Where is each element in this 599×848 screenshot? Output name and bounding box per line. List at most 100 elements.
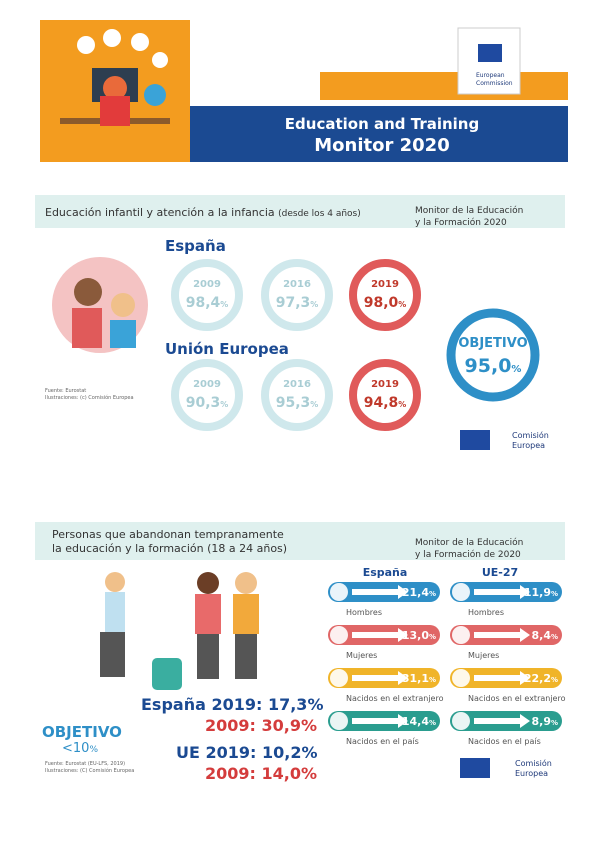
value-number: 98,0 <box>364 295 399 311</box>
column-header: España <box>363 566 408 579</box>
icon <box>103 29 121 47</box>
row-icon <box>452 669 470 687</box>
value-unit: % <box>310 400 318 409</box>
value: 90,3% <box>186 395 229 411</box>
child <box>110 320 136 348</box>
value-number: 95,3 <box>276 395 311 411</box>
source: Ilustraciones: (c) Comisión Europea <box>45 394 134 401</box>
row-icon <box>452 712 470 730</box>
row-icon <box>330 626 348 644</box>
row-arrow <box>352 585 408 599</box>
row-arrow <box>474 714 530 728</box>
monitor-text: Monitor de la Educación <box>415 205 523 216</box>
eu-flag <box>478 44 502 62</box>
value-number: 97,3 <box>276 295 311 311</box>
year: 2009 <box>193 379 221 390</box>
header-title: Education and Training <box>285 115 479 133</box>
student <box>103 76 127 100</box>
summary-eu: UE 2019: 10,2% <box>176 743 318 762</box>
title: Educación infantil y atención a la infan… <box>45 206 275 219</box>
row-value: 21,4% <box>402 586 436 599</box>
row-arrow <box>352 628 408 642</box>
row-icon <box>330 669 348 687</box>
target-label: OBJETIVO <box>458 336 527 351</box>
ring <box>171 259 243 331</box>
logo-text: Commission <box>476 80 513 87</box>
row-arrow <box>474 671 530 685</box>
value-number: 94,8 <box>364 395 399 411</box>
source: Fuente: Eurostat (EU-LFS, 2019) <box>45 761 125 767</box>
source: Ilustraciones: (C) Comisión Europea <box>45 767 134 774</box>
target-value: <10% <box>62 741 98 756</box>
target-label: OBJETIVO <box>42 723 122 741</box>
group-name: Unión Europea <box>165 340 289 358</box>
row-arrow <box>352 714 408 728</box>
header-title: Monitor 2020 <box>314 135 449 156</box>
row-arrow <box>474 628 530 642</box>
row-arrow <box>352 671 408 685</box>
value: 95,0 <box>465 355 512 377</box>
value-number: 8,9 <box>531 715 551 728</box>
row-value: 11,9% <box>524 586 558 599</box>
value-unit: % <box>429 633 436 641</box>
value-unit: % <box>551 719 558 727</box>
value-number: 13,0 <box>402 629 429 642</box>
title-banner <box>190 106 568 162</box>
row-label: Nacidos en el extranjero <box>346 694 444 703</box>
value-unit: % <box>220 300 228 309</box>
row-label: Nacidos en el extranjero <box>468 694 566 703</box>
summary-spain: España 2019: 17,3% <box>141 695 323 714</box>
value: 98,0% <box>364 295 407 311</box>
ring <box>261 359 333 431</box>
value-unit: % <box>429 719 436 727</box>
value-unit: % <box>551 676 558 684</box>
row-icon <box>452 583 470 601</box>
logo-text: Comisión <box>515 758 552 768</box>
monitor-text: y la Formación 2020 <box>415 217 507 228</box>
logo-text: Comisión <box>512 430 549 440</box>
logo-text: Europea <box>512 441 545 450</box>
value-unit: % <box>398 300 406 309</box>
title-note: (desde los 4 años) <box>278 209 361 219</box>
monitor-text: y la Formación de 2020 <box>415 549 521 560</box>
row-icon <box>330 583 348 601</box>
year: 2019 <box>371 379 399 390</box>
value: 94,8% <box>364 395 407 411</box>
row-arrow <box>474 585 530 599</box>
summary-eu-2009: 2009: 14,0% <box>205 764 317 783</box>
value-unit: % <box>551 633 558 641</box>
logo-text: Europea <box>515 769 548 778</box>
row-value: 22,2% <box>524 672 558 685</box>
value-unit: % <box>398 400 406 409</box>
ring <box>261 259 333 331</box>
row-label: Mujeres <box>346 651 377 660</box>
group-name: España <box>165 237 226 255</box>
section-title: Educación infantil y atención a la infan… <box>45 206 361 219</box>
value-number: 90,3 <box>186 395 221 411</box>
value-unit: % <box>551 590 558 598</box>
year: 2009 <box>193 279 221 290</box>
people-illustration <box>100 572 259 690</box>
row-icon <box>452 626 470 644</box>
value: 95,3% <box>276 395 319 411</box>
student-body <box>100 96 130 126</box>
ring <box>349 259 421 331</box>
child <box>74 278 102 306</box>
row-label: Hombres <box>346 608 382 617</box>
section-header <box>35 195 565 228</box>
target-ring <box>446 308 540 402</box>
section-title: Personas que abandonan tempranamente <box>52 528 284 541</box>
value-number: 31,1 <box>402 672 429 685</box>
row-value: 8,4% <box>531 629 558 642</box>
row-value: 14,4% <box>402 715 436 728</box>
globe <box>144 84 166 106</box>
summary-spain-2009: 2009: 30,9% <box>205 716 317 735</box>
source: Fuente: Eurostat <box>45 388 86 394</box>
column-header: UE-27 <box>482 566 518 579</box>
unit: % <box>89 745 98 755</box>
year: 2016 <box>283 379 311 390</box>
row-value: 31,1% <box>402 672 436 685</box>
ring <box>171 359 243 431</box>
row-label: Nacidos en el país <box>346 737 419 746</box>
